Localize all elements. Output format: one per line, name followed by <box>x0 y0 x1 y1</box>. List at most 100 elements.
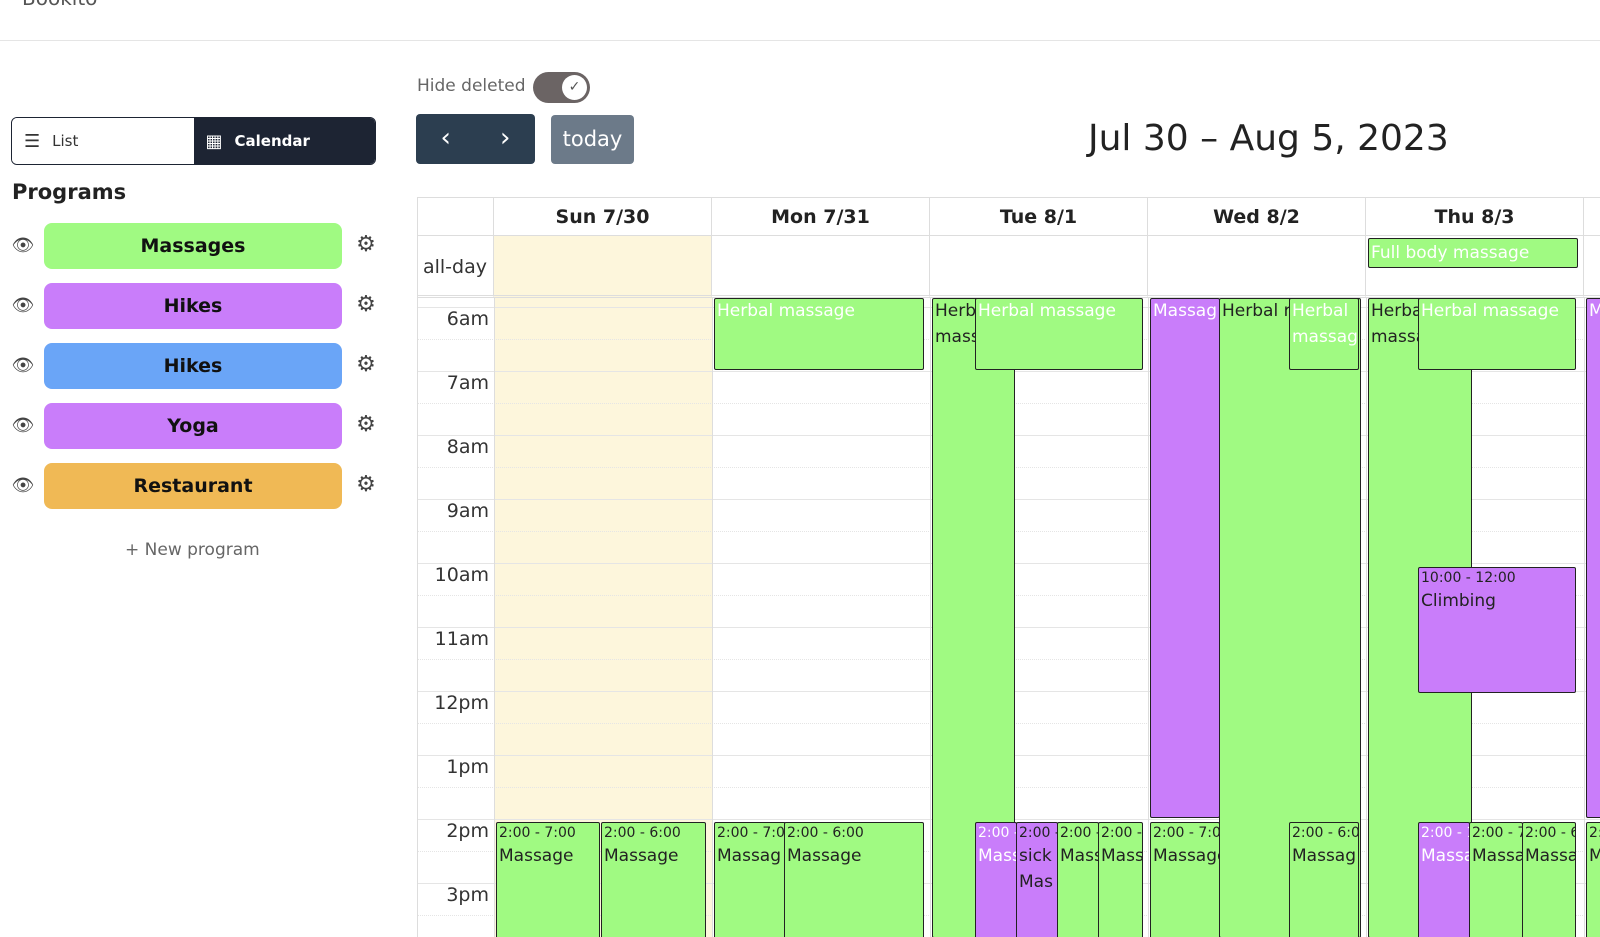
event-time: 2:00 - 1 <box>1421 825 1470 841</box>
event-block[interactable]: M <box>1586 298 1600 818</box>
event-title: Herba <box>1371 301 1423 321</box>
event-block[interactable]: 2:00 - 6:00 Massage <box>601 822 706 937</box>
check-icon: ✓ <box>562 75 587 100</box>
eye-icon[interactable]: 👁 <box>11 415 35 436</box>
event-title: M <box>1589 844 1600 870</box>
eye-icon[interactable]: 👁 <box>11 295 35 316</box>
event-title: Mass <box>978 846 1017 866</box>
eye-icon[interactable]: 👁 <box>11 235 35 256</box>
top-bar: Bookito <box>0 0 1600 41</box>
event-block[interactable]: 2:00 - 7:00 Massage <box>496 822 600 937</box>
event-block[interactable]: 2:00 - sick Mas <box>1016 822 1058 937</box>
event-block[interactable]: Herbal massage <box>714 298 924 370</box>
time-label: 2pm <box>446 820 489 842</box>
allday-cell[interactable] <box>1148 236 1366 298</box>
event-title: massag <box>1292 326 1358 347</box>
event-block[interactable]: 2:00 - 7:0 Massag <box>714 822 786 937</box>
event-block[interactable]: 2:00 - 7:0 Massage <box>1150 822 1220 937</box>
event-time: 2:00 - 6:0 <box>1292 825 1359 841</box>
event-title: Herb <box>935 301 977 321</box>
program-row: 👁 Hikes ⚙ <box>10 283 380 329</box>
hide-deleted-toggle[interactable]: ✓ <box>533 72 590 103</box>
program-restaurant-button[interactable]: Restaurant <box>44 463 342 509</box>
event-block[interactable]: 2:00 - Mass <box>975 822 1017 937</box>
new-program-link[interactable]: + New program <box>125 540 260 560</box>
gear-icon[interactable]: ⚙ <box>356 472 376 497</box>
allday-event[interactable]: Full body massage <box>1368 238 1578 268</box>
allday-cell[interactable] <box>1366 236 1584 298</box>
event-block[interactable]: 2:00 - 6:00 Massage <box>784 822 924 937</box>
event-title: Massage <box>1153 846 1219 866</box>
event-time: 2:00 - <box>1060 825 1099 841</box>
eye-icon[interactable]: 👁 <box>11 475 35 496</box>
date-range-title: Jul 30 – Aug 5, 2023 <box>1088 118 1449 159</box>
day-header: Wed 8/2 <box>1148 198 1366 236</box>
event-title: Mas <box>1019 871 1053 892</box>
event-time: 2:00 - 6 <box>1525 825 1576 841</box>
column-line <box>1366 298 1367 937</box>
prev-week-button[interactable]: ‹ <box>440 123 451 153</box>
allday-cell[interactable] <box>930 236 1148 298</box>
event-block[interactable]: Herbal massage <box>975 298 1143 370</box>
event-block[interactable]: 2: M <box>1586 822 1600 937</box>
time-label: 1pm <box>446 756 489 778</box>
calendar-view-button[interactable]: ▦ Calendar <box>193 118 375 164</box>
event-block[interactable]: 2:00 - 6:0 Massag <box>1289 822 1359 937</box>
event-block[interactable]: 2:00 - 6 Massa <box>1522 822 1576 937</box>
program-row: 👁 Massages ⚙ <box>10 223 380 269</box>
allday-cell[interactable] <box>712 236 930 298</box>
view-toggle: ☰ List ▦ Calendar <box>11 117 376 165</box>
calendar-icon: ▦ <box>205 130 223 152</box>
event-time: 2:00 - 7:00 <box>499 825 576 841</box>
program-yoga-button[interactable]: Yoga <box>44 403 342 449</box>
event-time: 2:00 - 6:00 <box>604 825 681 841</box>
allday-cell[interactable] <box>494 236 712 298</box>
time-label: 12pm <box>434 692 489 714</box>
gear-icon[interactable]: ⚙ <box>356 352 376 377</box>
day-header: Tue 8/1 <box>930 198 1148 236</box>
gear-icon[interactable]: ⚙ <box>356 232 376 257</box>
gear-icon[interactable]: ⚙ <box>356 292 376 317</box>
event-title: Herbal <box>1292 301 1349 321</box>
column-line <box>712 298 713 937</box>
calendar-view-label: Calendar <box>234 132 310 150</box>
program-hikes-blue-button[interactable]: Hikes <box>44 343 342 389</box>
event-block[interactable]: 2:00 - Mass <box>1057 822 1099 937</box>
event-time: 2:00 - 7 <box>1472 825 1523 841</box>
gear-icon[interactable]: ⚙ <box>356 412 376 437</box>
event-time: 2:00 - <box>978 825 1017 841</box>
event-title: massa <box>1371 326 1427 347</box>
event-block[interactable]: 2:00 - 1 Massa <box>1418 822 1470 937</box>
programs-title: Programs <box>12 180 127 204</box>
event-block[interactable]: 2:00 - Mass <box>1098 822 1143 937</box>
event-block[interactable]: 2:00 - 7 Massa <box>1469 822 1523 937</box>
eye-icon[interactable]: 👁 <box>11 355 35 376</box>
event-title: Massa <box>1525 846 1576 866</box>
program-hikes-button[interactable]: Hikes <box>44 283 342 329</box>
list-view-button[interactable]: ☰ List <box>12 118 194 164</box>
event-block[interactable]: Herbal massag <box>1289 298 1359 370</box>
event-title: Massage <box>604 846 679 866</box>
time-label: 10am <box>434 564 489 586</box>
allday-cell[interactable] <box>1584 236 1600 298</box>
event-title: Massag <box>1292 846 1357 866</box>
hide-deleted-label: Hide deleted <box>417 76 526 96</box>
column-line <box>494 298 495 937</box>
event-time: 2:00 - 6:00 <box>787 825 864 841</box>
event-time: 2:00 - 7:0 <box>717 825 785 841</box>
time-label: 8am <box>446 436 489 458</box>
event-title: Massa <box>1472 846 1523 866</box>
event-block[interactable]: Massag <box>1150 298 1220 818</box>
program-massages-button[interactable]: Massages <box>44 223 342 269</box>
program-row: 👁 Hikes ⚙ <box>10 343 380 389</box>
next-week-button[interactable]: › <box>500 123 511 153</box>
program-row: 👁 Yoga ⚙ <box>10 403 380 449</box>
today-button[interactable]: today <box>551 115 634 164</box>
program-row: 👁 Restaurant ⚙ <box>10 463 380 509</box>
column-line <box>930 298 931 937</box>
event-title: Massa <box>1421 846 1470 866</box>
day-header: Thu 8/3 <box>1366 198 1584 236</box>
event-block[interactable]: 10:00 - 12:00 Climbing <box>1418 567 1576 693</box>
event-block[interactable]: Herbal massage <box>1418 298 1576 370</box>
event-title: Massage <box>787 846 862 866</box>
